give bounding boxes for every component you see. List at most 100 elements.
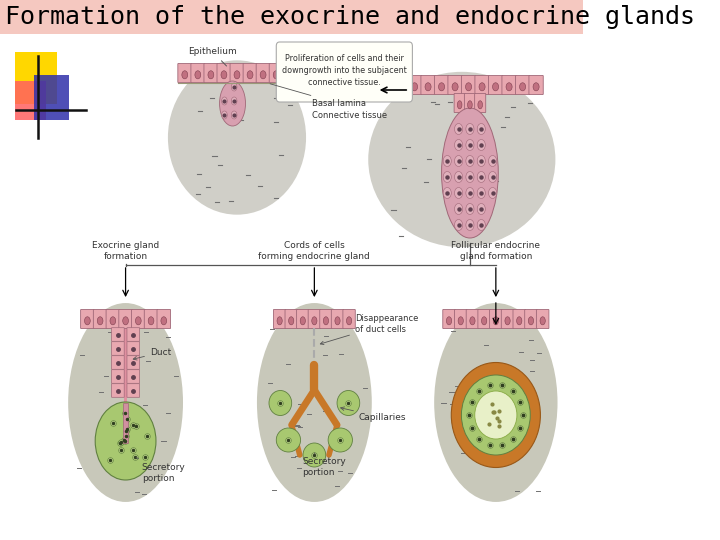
- FancyBboxPatch shape: [529, 76, 544, 94]
- Ellipse shape: [328, 428, 353, 452]
- Text: Follicular endocrine
gland formation: Follicular endocrine gland formation: [451, 241, 540, 261]
- Ellipse shape: [444, 187, 451, 199]
- FancyBboxPatch shape: [331, 309, 343, 328]
- FancyBboxPatch shape: [408, 76, 422, 94]
- Text: Secretory
portion: Secretory portion: [302, 453, 346, 477]
- Ellipse shape: [517, 317, 522, 325]
- FancyBboxPatch shape: [127, 384, 140, 397]
- FancyBboxPatch shape: [144, 309, 158, 328]
- FancyBboxPatch shape: [127, 356, 140, 369]
- Ellipse shape: [489, 172, 497, 183]
- Ellipse shape: [110, 317, 116, 325]
- FancyBboxPatch shape: [443, 309, 455, 328]
- Ellipse shape: [434, 303, 557, 502]
- FancyBboxPatch shape: [112, 384, 125, 397]
- Ellipse shape: [528, 317, 534, 325]
- Bar: [0, 0, 583, 34]
- Text: Cords of cells
forming endocrine gland: Cords of cells forming endocrine gland: [258, 241, 370, 261]
- Text: Duct: Duct: [133, 348, 171, 360]
- Text: Formation of the exocrine and endocrine glands: Formation of the exocrine and endocrine …: [5, 5, 695, 29]
- Ellipse shape: [260, 71, 266, 79]
- FancyBboxPatch shape: [285, 309, 297, 328]
- Ellipse shape: [466, 156, 474, 166]
- FancyBboxPatch shape: [204, 64, 218, 83]
- FancyBboxPatch shape: [217, 64, 231, 83]
- FancyBboxPatch shape: [308, 309, 320, 328]
- Ellipse shape: [477, 156, 485, 166]
- FancyBboxPatch shape: [112, 342, 125, 355]
- FancyBboxPatch shape: [94, 309, 107, 328]
- Ellipse shape: [492, 83, 499, 91]
- Ellipse shape: [287, 71, 292, 79]
- Ellipse shape: [489, 187, 497, 199]
- Ellipse shape: [289, 317, 294, 325]
- Ellipse shape: [300, 317, 305, 325]
- FancyBboxPatch shape: [434, 76, 449, 94]
- FancyBboxPatch shape: [516, 76, 530, 94]
- Ellipse shape: [493, 317, 498, 325]
- FancyBboxPatch shape: [191, 64, 204, 83]
- FancyBboxPatch shape: [112, 370, 125, 383]
- FancyBboxPatch shape: [513, 309, 526, 328]
- Ellipse shape: [97, 317, 103, 325]
- Ellipse shape: [168, 60, 306, 215]
- FancyBboxPatch shape: [276, 42, 413, 102]
- FancyBboxPatch shape: [178, 64, 192, 83]
- FancyBboxPatch shape: [394, 76, 408, 94]
- FancyBboxPatch shape: [127, 370, 140, 383]
- Ellipse shape: [477, 124, 485, 134]
- FancyBboxPatch shape: [112, 328, 125, 341]
- Ellipse shape: [312, 317, 317, 325]
- Ellipse shape: [368, 72, 555, 247]
- FancyBboxPatch shape: [320, 309, 332, 328]
- Ellipse shape: [506, 83, 512, 91]
- Ellipse shape: [221, 71, 227, 79]
- Ellipse shape: [457, 101, 462, 109]
- Bar: [34, 76, 69, 119]
- FancyBboxPatch shape: [454, 309, 467, 328]
- Ellipse shape: [122, 317, 128, 325]
- Ellipse shape: [425, 83, 431, 91]
- Ellipse shape: [273, 71, 279, 79]
- FancyBboxPatch shape: [119, 309, 132, 328]
- FancyBboxPatch shape: [474, 93, 486, 112]
- Ellipse shape: [444, 156, 451, 166]
- FancyBboxPatch shape: [274, 309, 286, 328]
- Ellipse shape: [222, 111, 228, 119]
- Ellipse shape: [474, 391, 517, 439]
- FancyBboxPatch shape: [478, 309, 490, 328]
- Ellipse shape: [346, 317, 351, 325]
- FancyBboxPatch shape: [269, 64, 283, 83]
- Ellipse shape: [520, 83, 526, 91]
- Ellipse shape: [505, 317, 510, 325]
- FancyBboxPatch shape: [127, 328, 140, 341]
- Ellipse shape: [446, 317, 451, 325]
- Ellipse shape: [277, 317, 282, 325]
- Ellipse shape: [454, 187, 463, 199]
- FancyBboxPatch shape: [106, 309, 120, 328]
- Ellipse shape: [466, 139, 474, 151]
- FancyBboxPatch shape: [448, 76, 462, 94]
- Ellipse shape: [462, 375, 531, 455]
- Ellipse shape: [477, 139, 485, 151]
- Ellipse shape: [477, 172, 485, 183]
- Ellipse shape: [489, 156, 497, 166]
- FancyBboxPatch shape: [475, 76, 489, 94]
- Ellipse shape: [441, 108, 498, 238]
- FancyBboxPatch shape: [490, 309, 502, 328]
- Bar: [124, 328, 127, 403]
- FancyBboxPatch shape: [157, 309, 171, 328]
- Ellipse shape: [438, 83, 445, 91]
- Ellipse shape: [454, 172, 463, 183]
- Ellipse shape: [135, 317, 141, 325]
- Text: Connective tissue: Connective tissue: [312, 111, 387, 120]
- Ellipse shape: [208, 71, 214, 79]
- Ellipse shape: [257, 303, 372, 502]
- FancyBboxPatch shape: [525, 309, 537, 328]
- Bar: [14, 52, 57, 104]
- Ellipse shape: [466, 172, 474, 183]
- FancyBboxPatch shape: [536, 309, 549, 328]
- Ellipse shape: [68, 303, 183, 502]
- Ellipse shape: [337, 390, 360, 415]
- Text: Epithelium: Epithelium: [188, 47, 237, 66]
